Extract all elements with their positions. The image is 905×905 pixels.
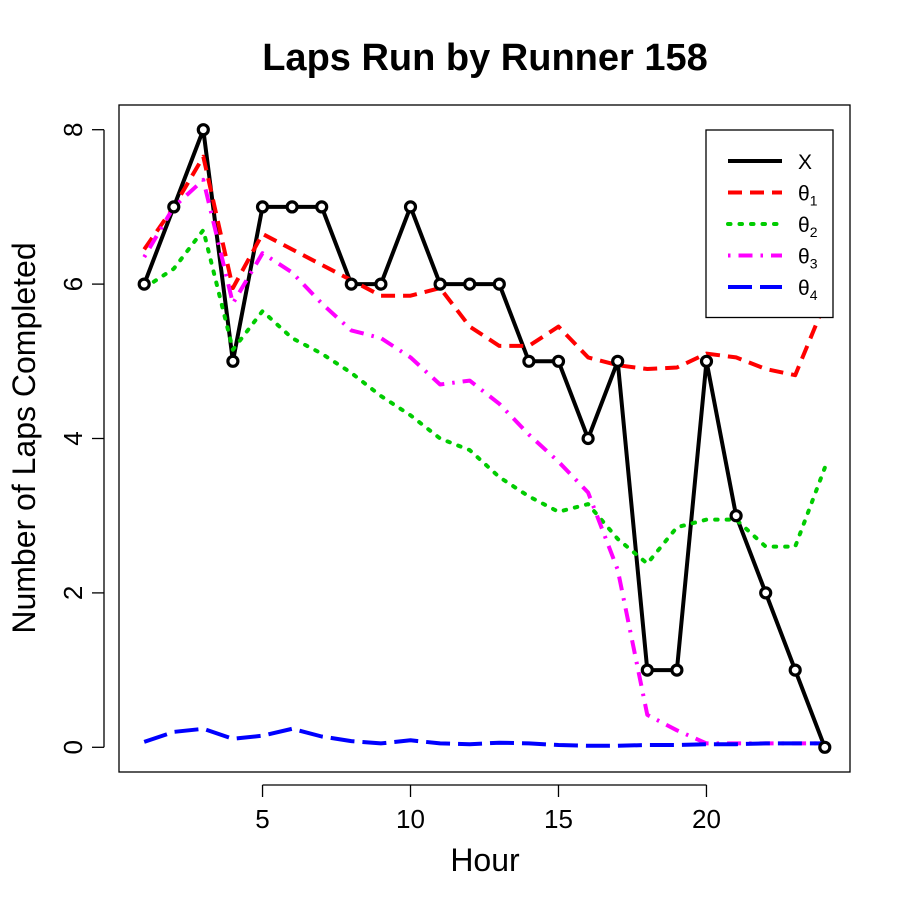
x-tick-label: 5 xyxy=(255,804,269,834)
data-point xyxy=(788,663,802,677)
series-line-4 xyxy=(142,177,825,746)
legend-label: X xyxy=(798,151,812,174)
plot-area xyxy=(137,123,832,754)
data-point xyxy=(670,663,684,677)
data-point xyxy=(137,277,151,291)
data-point xyxy=(403,200,418,214)
y-tick-label: 0 xyxy=(58,740,88,754)
y-tick-label: 2 xyxy=(58,586,88,600)
series-line-2 xyxy=(142,154,827,378)
data-point xyxy=(315,200,329,214)
plot-frame xyxy=(118,104,851,773)
data-point xyxy=(551,354,566,368)
x-tick-label: 10 xyxy=(396,804,425,834)
y-tick-label: 8 xyxy=(58,122,88,136)
data-point xyxy=(818,740,832,754)
axes: 5 10 15 20 0 2 4 6 8 xyxy=(58,122,721,834)
data-point xyxy=(167,200,181,214)
data-point xyxy=(581,431,595,446)
data-point xyxy=(699,354,714,368)
data-point xyxy=(433,277,447,291)
data-point xyxy=(522,354,536,368)
series-line-1 xyxy=(142,127,827,749)
data-point xyxy=(374,277,388,291)
data-point xyxy=(255,200,270,214)
data-point xyxy=(344,277,358,291)
data-point xyxy=(463,277,477,291)
x-axis-label: Hour xyxy=(450,842,520,878)
data-point xyxy=(196,123,210,137)
data-point xyxy=(226,354,240,368)
y-tick-label: 6 xyxy=(58,277,88,291)
chart-title: Laps Run by Runner 158 xyxy=(262,37,708,79)
data-point xyxy=(611,354,625,368)
y-axis-label: Number of Laps Completed xyxy=(6,242,42,633)
data-point xyxy=(640,663,654,677)
x-tick-label: 20 xyxy=(692,804,721,834)
data-point xyxy=(492,277,506,291)
data-point xyxy=(729,509,743,523)
series-line-5 xyxy=(143,726,825,748)
data-point xyxy=(759,586,773,600)
y-tick-label: 4 xyxy=(58,431,88,445)
x-tick-label: 15 xyxy=(544,804,573,834)
data-point xyxy=(285,200,299,214)
